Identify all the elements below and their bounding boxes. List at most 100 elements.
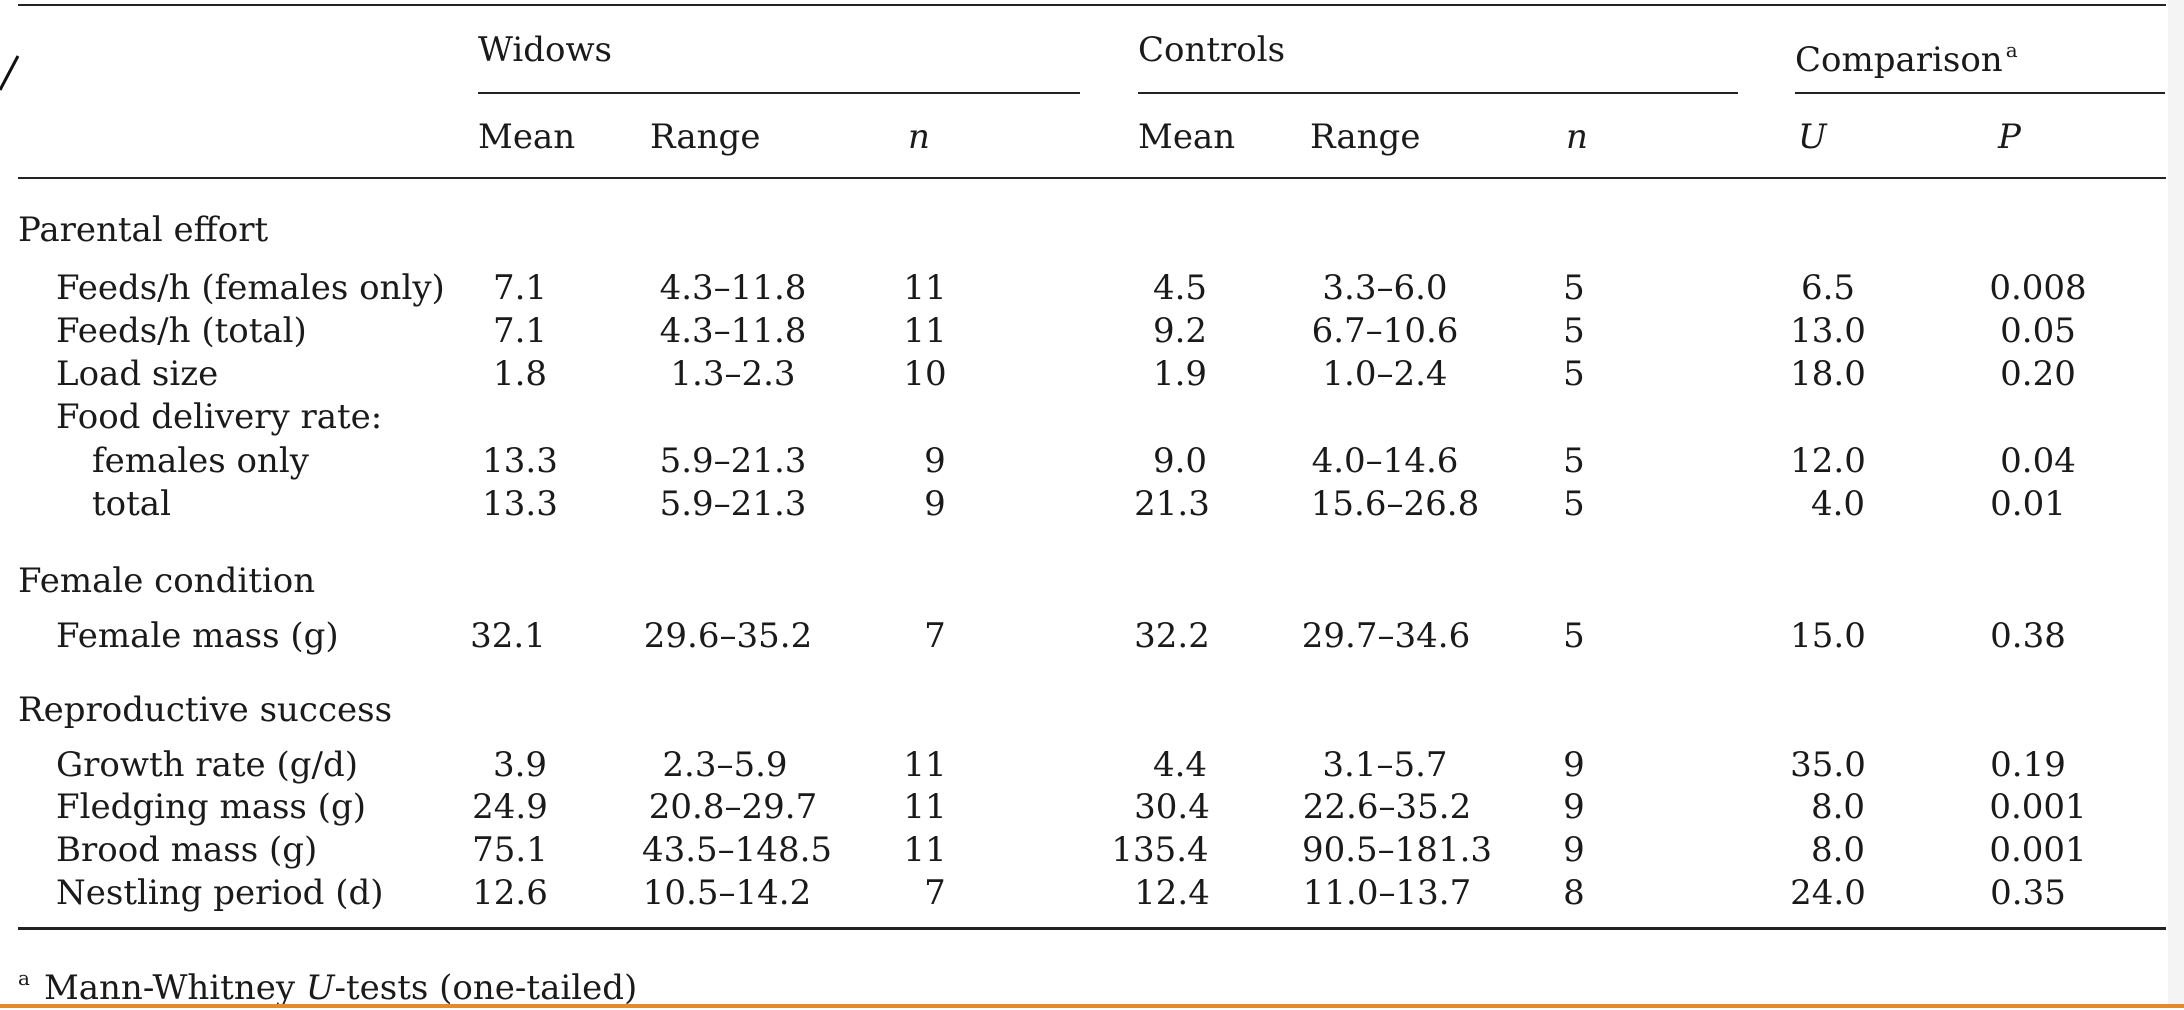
- controls-n-cell: 9: [1563, 830, 1585, 870]
- widows-n-cell: 10: [903, 354, 947, 394]
- footnote-text-after: -tests (one-tailed): [334, 968, 638, 1008]
- widows-range-cell: 10.5–14.2: [642, 873, 812, 913]
- controls-n-cell: 5: [1563, 311, 1585, 351]
- comparison-group-rule: [1795, 92, 2165, 94]
- widows-range-cell: 20.8–29.7: [648, 787, 818, 827]
- controls-range-cell: 6.7–10.6: [1311, 311, 1459, 351]
- controls-group-rule: [1138, 92, 1738, 94]
- widows-mean-cell: 7.1: [492, 311, 548, 351]
- widows-mean-cell: 7.1: [492, 268, 548, 308]
- footnote-mark: a: [18, 966, 30, 990]
- p-cell: 0.05: [2000, 311, 2076, 351]
- row-label: total: [92, 484, 171, 524]
- row-label: Female mass (g): [56, 616, 339, 656]
- widows-n-cell: 9: [924, 484, 946, 524]
- controls-mean-cell: 1.9: [1152, 354, 1208, 394]
- widows-n-cell: 11: [903, 745, 947, 785]
- bottom-rule: [18, 927, 2166, 930]
- widows-n-cell: 11: [903, 268, 947, 308]
- widows-group-rule: [478, 92, 1080, 94]
- widows-range-cell: 2.3–5.9: [662, 745, 788, 785]
- widows-n-cell: 9: [924, 441, 946, 481]
- controls-range-cell: 15.6–26.8: [1310, 484, 1480, 524]
- header-rule: [18, 177, 2166, 179]
- footnote-text-before: Mann-Whitney: [43, 968, 306, 1008]
- row-label: Fledging mass (g): [56, 787, 366, 827]
- controls-range-cell: 1.0–2.4: [1322, 354, 1448, 394]
- p-cell: 0.001: [1989, 787, 2087, 827]
- group-header-comparison: Comparison a: [1795, 38, 2018, 80]
- row-label: Growth rate (g/d): [56, 745, 358, 785]
- subheader-widows-range: Range: [650, 117, 761, 157]
- widows-range-cell: 4.3–11.8: [659, 268, 807, 308]
- p-cell: 0.20: [2000, 354, 2076, 394]
- controls-n-cell: 5: [1563, 616, 1585, 656]
- widows-range-cell: 29.6–35.2: [643, 616, 813, 656]
- controls-mean-cell: 4.5: [1152, 268, 1208, 308]
- u-cell: 6.5: [1800, 268, 1856, 308]
- top-rule: [18, 4, 2166, 6]
- widows-mean-cell: 3.9: [492, 745, 548, 785]
- row-label: females only: [92, 441, 309, 481]
- u-cell: 8.0: [1810, 787, 1866, 827]
- subheader-widows-n: n: [908, 117, 930, 157]
- widows-range-cell: 43.5–148.5: [641, 830, 833, 870]
- controls-mean-cell: 135.4: [1111, 830, 1209, 870]
- p-cell: 0.001: [1989, 830, 2087, 870]
- u-cell: 13.0: [1790, 311, 1866, 351]
- controls-mean-cell: 32.2: [1134, 616, 1210, 656]
- row-label: Feeds/h (total): [56, 311, 307, 351]
- widows-mean-cell: 1.8: [492, 354, 548, 394]
- controls-mean-cell: 12.4: [1134, 873, 1210, 913]
- controls-n-cell: 5: [1563, 441, 1585, 481]
- subheader-widows-mean: Mean: [478, 117, 576, 157]
- widows-n-cell: 11: [903, 311, 947, 351]
- section-title-female-condition: Female condition: [18, 561, 316, 601]
- p-cell: 0.04: [2000, 441, 2076, 481]
- widows-n-cell: 11: [903, 787, 947, 827]
- widows-range-cell: 5.9–21.3: [659, 441, 807, 481]
- p-cell: 0.008: [1989, 268, 2087, 308]
- controls-mean-cell: 9.2: [1152, 311, 1208, 351]
- controls-range-cell: 4.0–14.6: [1311, 441, 1459, 481]
- controls-range-cell: 22.6–35.2: [1302, 787, 1472, 827]
- widows-range-cell: 5.9–21.3: [659, 484, 807, 524]
- widows-mean-cell: 13.3: [482, 441, 558, 481]
- group-header-widows: Widows: [478, 30, 613, 70]
- widows-n-cell: 11: [903, 830, 947, 870]
- table-footnote: a Mann-Whitney U-tests (one-tailed): [18, 958, 637, 1008]
- row-label: Brood mass (g): [56, 830, 318, 870]
- controls-n-cell: 5: [1563, 354, 1585, 394]
- row-label: Food delivery rate:: [56, 397, 383, 437]
- controls-range-cell: 90.5–181.3: [1301, 830, 1493, 870]
- controls-mean-cell: 4.4: [1152, 745, 1208, 785]
- widows-mean-cell: 24.9: [472, 787, 548, 827]
- controls-range-cell: 11.0–13.7: [1302, 873, 1472, 913]
- controls-n-cell: 5: [1563, 268, 1585, 308]
- widows-range-cell: 4.3–11.8: [659, 311, 807, 351]
- controls-n-cell: 8: [1563, 873, 1585, 913]
- subheader-p: P: [1998, 117, 2021, 157]
- page-bottom-accent: [0, 1004, 2184, 1008]
- p-cell: 0.35: [1990, 873, 2066, 913]
- u-cell: 15.0: [1790, 616, 1866, 656]
- page-edge: [2168, 0, 2184, 1004]
- controls-range-cell: 3.1–5.7: [1322, 745, 1448, 785]
- u-cell: 35.0: [1790, 745, 1866, 785]
- widows-mean-cell: 12.6: [472, 873, 548, 913]
- footnote-text-italic: U: [305, 968, 335, 1008]
- widows-mean-cell: 13.3: [482, 484, 558, 524]
- p-cell: 0.19: [1990, 745, 2066, 785]
- group-header-controls: Controls: [1138, 30, 1286, 70]
- section-title-parental-effort: Parental effort: [18, 210, 269, 250]
- footnote-marker: a: [2005, 38, 2018, 62]
- p-cell: 0.38: [1990, 616, 2066, 656]
- u-cell: 18.0: [1790, 354, 1866, 394]
- controls-range-cell: 3.3–6.0: [1322, 268, 1448, 308]
- subheader-u: U: [1798, 117, 1827, 157]
- widows-range-cell: 1.3–2.3: [670, 354, 796, 394]
- subheader-controls-range: Range: [1310, 117, 1421, 157]
- p-cell: 0.01: [1990, 484, 2066, 524]
- widows-n-cell: 7: [924, 873, 946, 913]
